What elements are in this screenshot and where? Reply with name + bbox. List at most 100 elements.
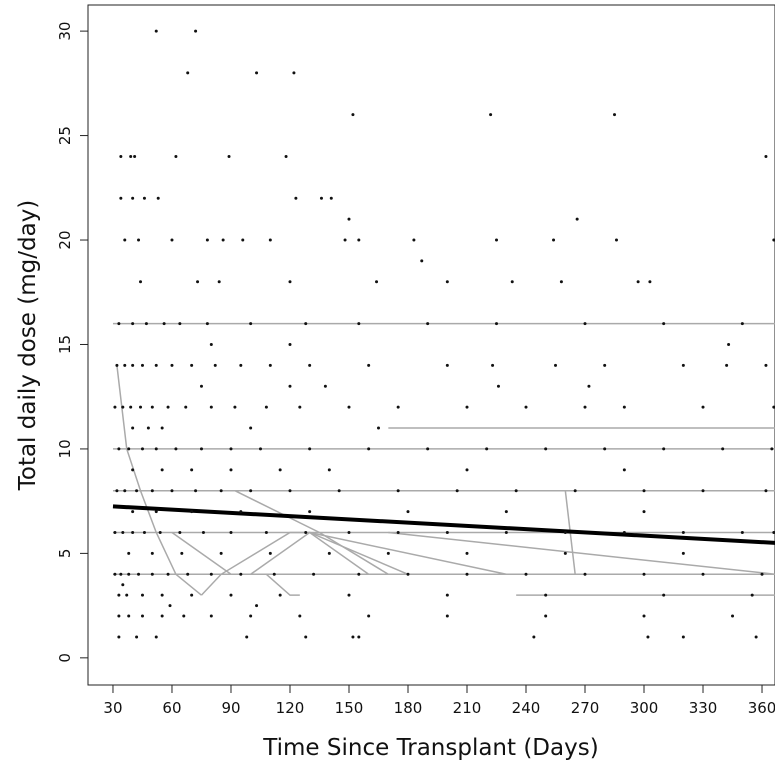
point: [727, 342, 731, 346]
point: [174, 154, 178, 158]
line: [112, 504, 775, 545]
point: [504, 530, 508, 534]
point: [239, 510, 243, 514]
point: [264, 405, 268, 409]
point: [119, 572, 123, 576]
point: [121, 530, 125, 534]
x-axis-label: Time Since Transplant (Days): [262, 735, 598, 761]
point: [140, 363, 144, 367]
point: [113, 530, 117, 534]
point: [154, 363, 158, 367]
point: [186, 71, 190, 75]
y-tick-label: 15: [56, 335, 74, 354]
point: [239, 572, 243, 576]
point: [731, 614, 735, 618]
x-tick-label: 90: [221, 699, 240, 717]
point: [760, 572, 764, 576]
x-tick-label: 210: [453, 699, 482, 717]
point: [229, 530, 233, 534]
point: [367, 363, 371, 367]
point: [681, 530, 685, 534]
point: [264, 530, 268, 534]
y-tick-label: 25: [56, 126, 74, 145]
point: [544, 447, 548, 451]
point: [532, 635, 536, 639]
point: [559, 280, 563, 284]
point: [681, 635, 685, 639]
point: [642, 510, 646, 514]
point: [182, 614, 186, 618]
point: [217, 280, 221, 284]
point: [420, 259, 424, 263]
point: [239, 363, 243, 367]
plot-frame: [87, 4, 775, 686]
point: [524, 405, 528, 409]
point: [662, 593, 666, 597]
point: [115, 363, 119, 367]
point: [133, 154, 137, 158]
point: [119, 154, 123, 158]
point: [603, 447, 607, 451]
point: [233, 405, 237, 409]
point: [701, 405, 705, 409]
point: [199, 384, 203, 388]
point: [272, 572, 276, 576]
line: [171, 531, 261, 576]
point: [213, 363, 217, 367]
point: [190, 468, 194, 472]
point: [278, 468, 282, 472]
point: [327, 468, 331, 472]
point: [292, 71, 296, 75]
line: [250, 531, 370, 575]
point: [137, 238, 141, 242]
point: [154, 447, 158, 451]
point: [131, 426, 135, 430]
point: [156, 196, 160, 200]
point: [135, 489, 139, 493]
point: [131, 363, 135, 367]
point: [123, 489, 127, 493]
point: [258, 447, 262, 451]
point: [209, 572, 213, 576]
y-axis-label: Total daily dose (mg/day): [15, 200, 41, 492]
point: [524, 572, 528, 576]
point: [642, 572, 646, 576]
point: [445, 363, 449, 367]
point: [544, 593, 548, 597]
point: [347, 405, 351, 409]
point: [219, 551, 223, 555]
x-tick-label: 120: [276, 699, 305, 717]
point: [154, 635, 158, 639]
point: [622, 405, 626, 409]
point: [288, 489, 292, 493]
point: [117, 614, 121, 618]
point: [312, 572, 316, 576]
point: [613, 113, 617, 117]
point: [154, 510, 158, 514]
point: [721, 447, 725, 451]
point: [375, 280, 379, 284]
point: [740, 530, 744, 534]
point: [115, 489, 119, 493]
x-tick-label: 360: [748, 699, 775, 717]
point: [465, 551, 469, 555]
point: [662, 322, 666, 326]
point: [194, 489, 198, 493]
point: [648, 280, 652, 284]
point: [150, 405, 154, 409]
point: [485, 447, 489, 451]
point: [190, 510, 194, 514]
point: [117, 593, 121, 597]
point: [319, 196, 323, 200]
point: [221, 238, 225, 242]
point: [249, 614, 253, 618]
point: [278, 593, 282, 597]
point: [190, 593, 194, 597]
point: [227, 154, 231, 158]
point: [209, 342, 213, 346]
point: [196, 280, 200, 284]
point: [455, 489, 459, 493]
point: [123, 238, 127, 242]
line: [234, 490, 389, 575]
point: [426, 447, 430, 451]
